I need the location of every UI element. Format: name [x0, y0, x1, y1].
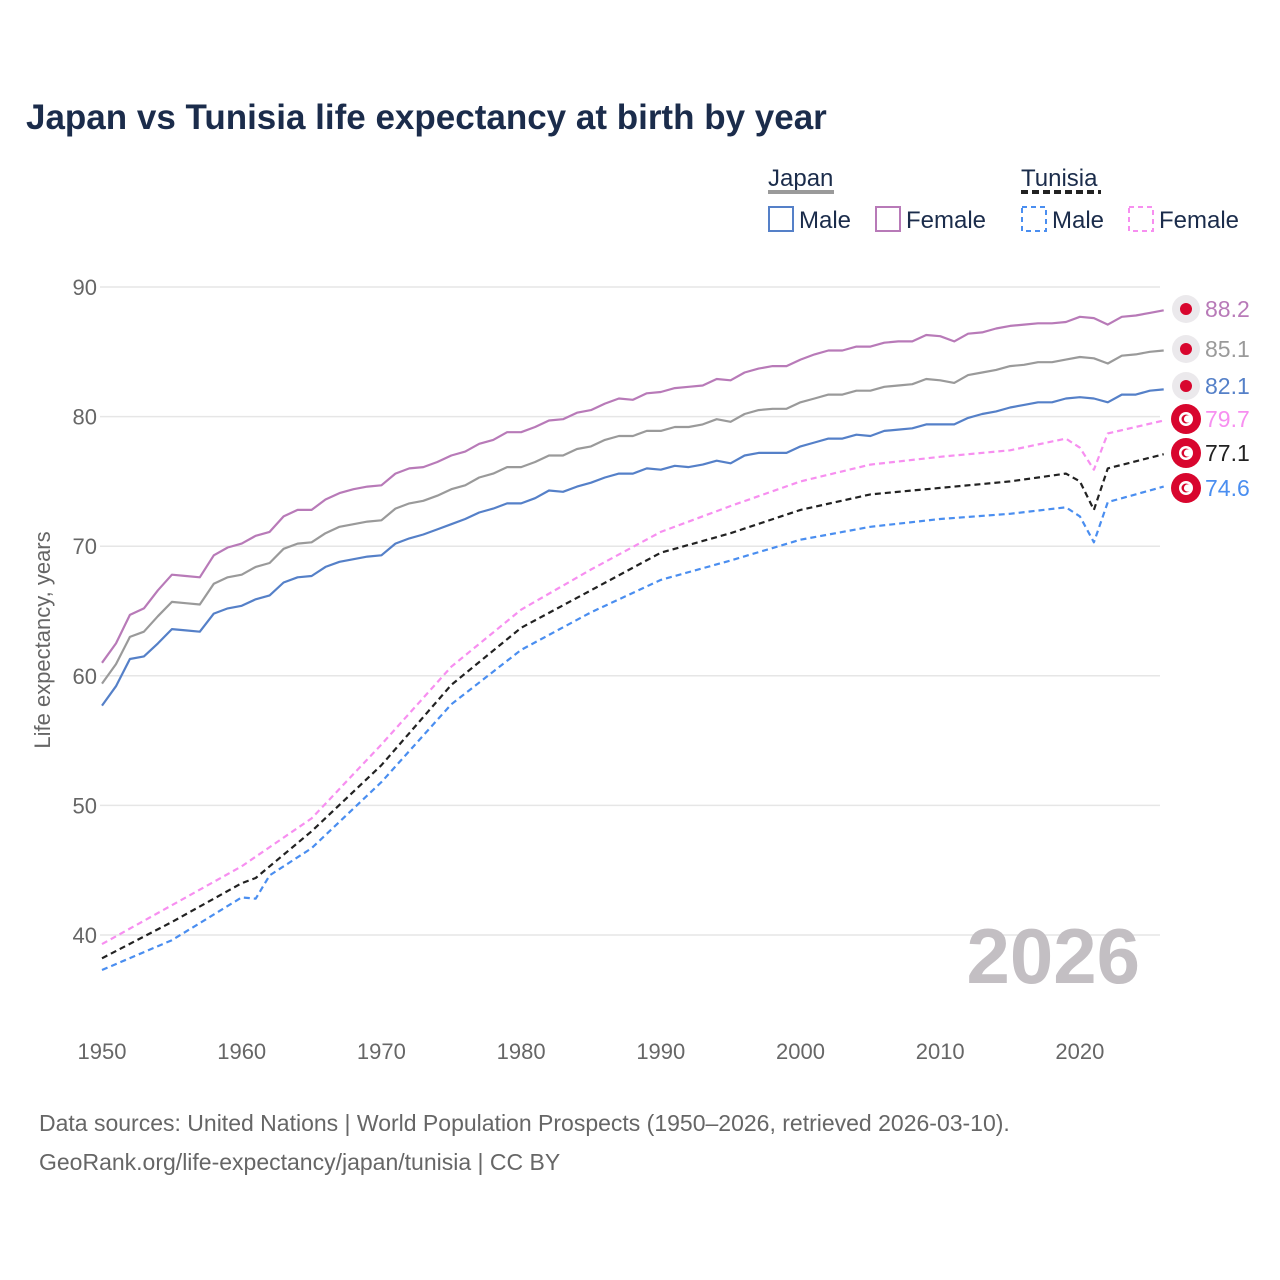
end-value-label: 77.1: [1205, 440, 1250, 466]
crescent-cut: [1183, 449, 1192, 457]
x-tick-label: 1960: [217, 1039, 266, 1064]
chart-title: Japan vs Tunisia life expectancy at birt…: [26, 98, 827, 137]
end-labels: 88.2 85.1 82.1 79.7 77.1 74.6: [1171, 295, 1250, 503]
y-tick-label: 80: [73, 405, 97, 430]
x-tick-label: 1970: [357, 1039, 406, 1064]
x-axis: 1950 1960 1970 1980 1990 2000 2010 2020: [78, 1039, 1105, 1064]
series-line-japan-male[interactable]: [101, 388, 1164, 707]
end-value-label: 82.1: [1205, 373, 1250, 399]
x-tick-label: 2020: [1055, 1039, 1104, 1064]
end-value-label: 74.6: [1205, 475, 1250, 501]
y-tick-label: 60: [73, 664, 97, 689]
legend-group-japan: Japan: [768, 165, 833, 192]
end-label-tunisia: 79.7: [1171, 404, 1250, 434]
legend-swatch-tunisia-male[interactable]: [1021, 206, 1047, 232]
x-tick-label: 1980: [497, 1039, 546, 1064]
legend-label-japan-female[interactable]: Female: [906, 207, 986, 234]
end-label-japan: 82.1: [1172, 372, 1250, 400]
end-value-label: 79.7: [1205, 406, 1250, 432]
x-tick-label: 1990: [636, 1039, 685, 1064]
legend-swatch-japan-male[interactable]: [768, 206, 794, 232]
end-value-label: 88.2: [1205, 296, 1250, 322]
crescent-cut: [1183, 484, 1192, 492]
legend-label-japan-male[interactable]: Male: [799, 207, 851, 234]
series-line-tunisia-male[interactable]: [101, 485, 1164, 972]
x-tick-label: 1950: [78, 1039, 127, 1064]
footer-credit[interactable]: GeoRank.org/life-expectancy/japan/tunisi…: [39, 1149, 560, 1175]
y-tick-label: 50: [73, 793, 97, 818]
y-axis: 40 50 60 70 80 90: [73, 275, 97, 948]
end-label-japan: 85.1: [1172, 335, 1250, 363]
legend-label-tunisia-male[interactable]: Male: [1052, 207, 1104, 234]
legend-group-tunisia: Tunisia: [1021, 165, 1098, 192]
series-line-japan-both-sexes[interactable]: [101, 349, 1164, 685]
footer-sources: Data sources: United Nations | World Pop…: [39, 1110, 1010, 1136]
legend-swatch-japan-female[interactable]: [875, 206, 901, 232]
legend-label-tunisia-female[interactable]: Female: [1159, 207, 1239, 234]
series-lines: [101, 309, 1164, 972]
y-tick-label: 40: [73, 923, 97, 948]
series-line-japan-female[interactable]: [101, 309, 1164, 664]
end-label-tunisia: 77.1: [1171, 438, 1250, 468]
series-line-tunisia-female[interactable]: [101, 419, 1164, 946]
legend-swatch-tunisia-female[interactable]: [1128, 206, 1154, 232]
crescent-cut: [1183, 415, 1192, 423]
current-year-watermark: 2026: [966, 912, 1140, 1000]
flag-sun: [1180, 303, 1192, 315]
legend: Japan Tunisia Male Female Male Female: [768, 165, 1239, 234]
flag-sun: [1180, 343, 1192, 355]
y-tick-label: 70: [73, 534, 97, 559]
flag-sun: [1180, 380, 1192, 392]
end-value-label: 85.1: [1205, 336, 1250, 362]
y-axis-label: Life expectancy, years: [30, 531, 55, 748]
x-tick-label: 2000: [776, 1039, 825, 1064]
gridlines: [100, 286, 1160, 936]
x-tick-label: 2010: [916, 1039, 965, 1064]
series-line-tunisia-both-sexes[interactable]: [101, 453, 1164, 960]
end-label-tunisia: 74.6: [1171, 473, 1250, 503]
end-label-japan: 88.2: [1172, 295, 1250, 323]
y-tick-label: 90: [73, 275, 97, 300]
